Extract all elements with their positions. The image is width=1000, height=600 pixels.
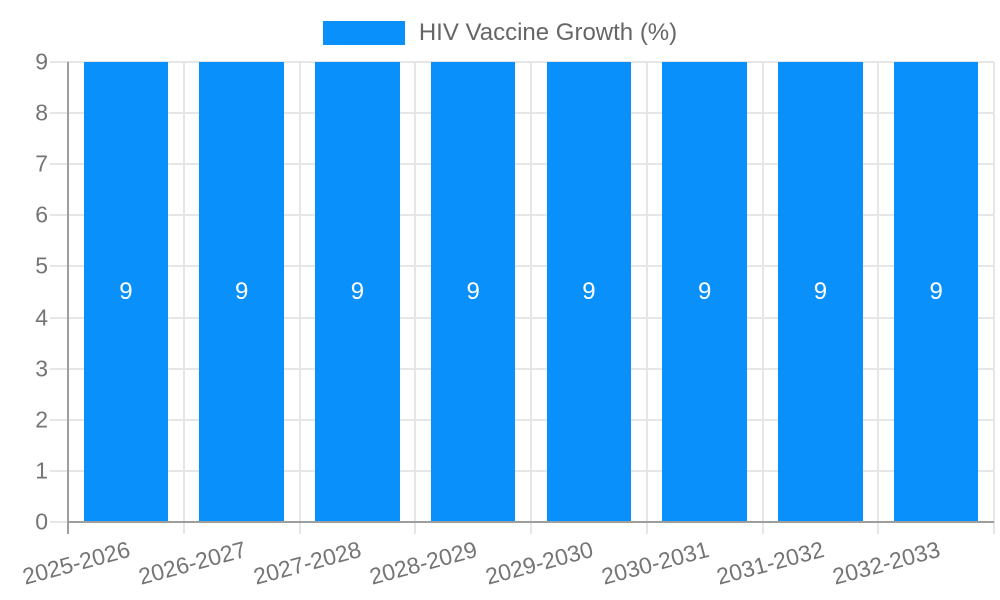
y-tick-label: 9	[35, 48, 48, 75]
h-gridline	[50, 469, 994, 472]
bar-2025-2026[interactable]: 9	[83, 62, 169, 522]
x-tick-label: 2032-2033	[829, 536, 943, 590]
y-tick-label: 2	[35, 406, 48, 433]
y-tick-label: 3	[35, 355, 48, 382]
y-tick-label: 0	[35, 508, 48, 535]
h-gridline	[50, 316, 994, 319]
y-tick-label: 4	[35, 304, 48, 331]
bar-2026-2027[interactable]: 9	[199, 62, 284, 522]
y-axis-labels: 0 1 2 3 4 5 6 7 8 9	[0, 49, 68, 535]
y-axis-line	[67, 62, 69, 534]
h-gridline	[50, 163, 994, 166]
bar-2029-2030[interactable]: 9	[546, 62, 632, 522]
h-gridline	[50, 214, 994, 217]
bar-2030-2031[interactable]: 9	[662, 62, 747, 522]
y-tick-label: 8	[35, 99, 48, 126]
y-tick-label: 5	[35, 252, 48, 279]
bar-value-label: 9	[929, 278, 943, 305]
h-gridline	[50, 418, 994, 421]
bar-value-label: 9	[697, 278, 712, 305]
v-gridline	[761, 62, 764, 534]
y-tick-label: 7	[35, 150, 48, 177]
y-tick-label: 1	[35, 457, 48, 484]
h-gridline	[50, 265, 994, 268]
legend-swatch	[322, 21, 405, 45]
v-gridline	[530, 62, 532, 534]
x-tick-label: 2026-2027	[135, 536, 249, 590]
chart-legend: HIV Vaccine Growth (%)	[0, 19, 1000, 47]
bar-value-label: 9	[234, 278, 249, 305]
h-gridline	[50, 61, 994, 63]
x-tick-label: 2030-2031	[598, 536, 712, 590]
x-tick-label: 2027-2028	[251, 536, 365, 590]
x-tick-label: 2029-2030	[482, 536, 596, 590]
plot-area: 9 9 9 9 9 9 9 9	[50, 61, 995, 534]
v-gridline	[993, 62, 995, 534]
x-tick-label: 2028-2029	[366, 536, 480, 590]
legend-label: HIV Vaccine Growth (%)	[418, 19, 678, 46]
bar-value-label: 9	[466, 278, 480, 305]
v-gridline	[877, 62, 880, 534]
bar-value-label: 9	[582, 278, 596, 305]
bar-2028-2029[interactable]: 9	[430, 62, 516, 522]
x-axis-labels: 2025-2026 2026-2027 2027-2028 2028-2029 2029…	[20, 522, 994, 600]
bar-value-label: 9	[813, 278, 828, 305]
bar-2031-2032[interactable]: 9	[778, 62, 863, 522]
v-gridline	[298, 62, 301, 534]
x-tick-label: 2031-2032	[714, 536, 828, 590]
v-gridline	[414, 62, 417, 534]
h-gridline	[50, 367, 994, 370]
v-gridline	[645, 62, 648, 534]
bar-2027-2028[interactable]: 9	[315, 62, 400, 522]
y-tick-label: 6	[35, 201, 48, 228]
x-axis-line	[68, 521, 994, 523]
x-tick-label: 2025-2026	[19, 536, 133, 590]
bar-value-label: 9	[350, 278, 365, 305]
bar-value-label: 9	[119, 278, 133, 305]
v-gridline	[182, 62, 185, 534]
bar-2032-2033[interactable]: 9	[893, 62, 979, 522]
h-gridline	[50, 112, 994, 115]
